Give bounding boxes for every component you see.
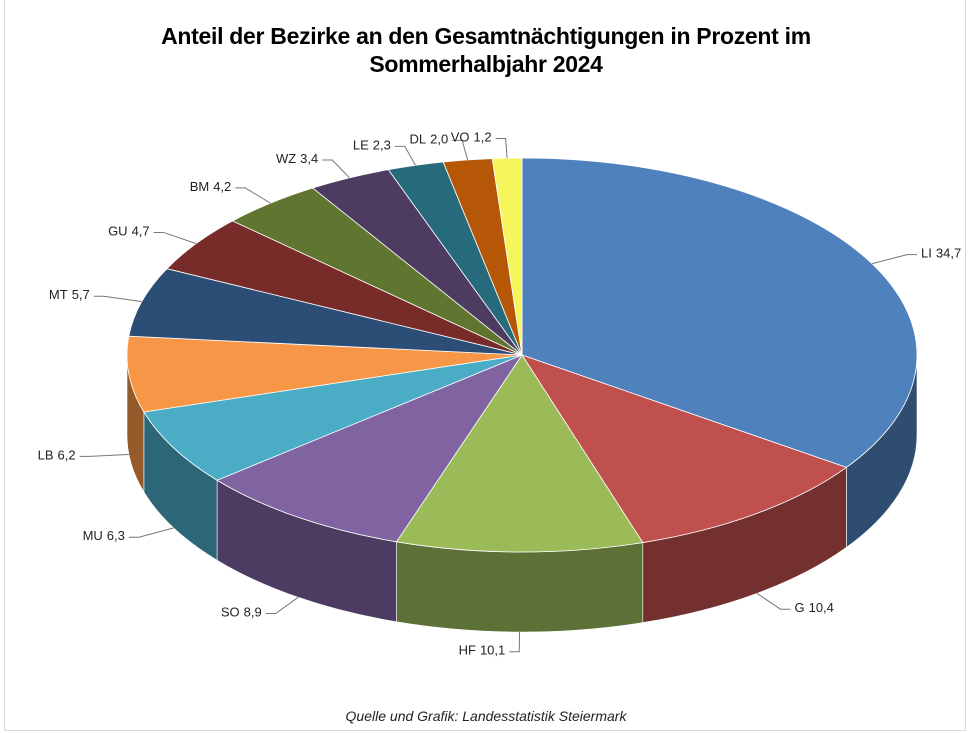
slice bbox=[128, 268, 523, 356]
category-label: MU bbox=[83, 529, 103, 544]
leader-line bbox=[495, 137, 508, 159]
category-label: HF bbox=[459, 643, 476, 658]
leader-line bbox=[394, 145, 416, 166]
slice bbox=[126, 335, 523, 413]
value-label: 8,9 bbox=[244, 605, 262, 620]
source-note: Quelle und Grafik: Landesstatistik Steie… bbox=[345, 708, 627, 724]
value-label: 4,2 bbox=[213, 179, 231, 194]
value-label: 1,2 bbox=[474, 130, 492, 145]
data-label: GU 4,7 bbox=[108, 224, 150, 239]
slice bbox=[216, 354, 524, 543]
value-label: 34,7 bbox=[936, 246, 961, 261]
category-label: DL bbox=[409, 132, 426, 147]
category-label: SO bbox=[221, 605, 240, 620]
slice-side bbox=[396, 541, 644, 633]
slice bbox=[491, 157, 523, 356]
chart-title: Anteil der Bezirke an den Gesamtnächtigu… bbox=[161, 23, 811, 77]
data-label: MT 5,7 bbox=[49, 288, 90, 303]
leader-line bbox=[871, 254, 918, 265]
value-label: 4,7 bbox=[132, 224, 150, 239]
category-label: LB bbox=[38, 448, 54, 463]
value-label: 2,0 bbox=[430, 132, 448, 147]
value-label: 5,7 bbox=[72, 288, 90, 303]
frame bbox=[4, 0, 966, 731]
value-label: 2,3 bbox=[373, 138, 391, 153]
data-label: WZ 3,4 bbox=[276, 151, 318, 166]
leader-line bbox=[93, 295, 142, 303]
category-label: VO bbox=[451, 130, 470, 145]
value-label: 3,4 bbox=[300, 151, 318, 166]
leader-line bbox=[756, 592, 791, 610]
slice bbox=[143, 354, 523, 481]
data-label: LE 2,3 bbox=[353, 138, 391, 153]
value-label: 10,1 bbox=[480, 643, 505, 658]
leader-line bbox=[509, 631, 521, 653]
value-label: 6,3 bbox=[107, 529, 125, 544]
data-label: DL 2,0 bbox=[409, 132, 448, 147]
leader-line bbox=[265, 596, 299, 615]
leader-line bbox=[235, 187, 271, 204]
leader-line bbox=[128, 527, 174, 538]
category-label: G bbox=[794, 601, 804, 616]
data-label: BM 4,2 bbox=[190, 179, 232, 194]
data-label: G 10,4 bbox=[794, 601, 833, 616]
category-label: GU bbox=[108, 224, 128, 239]
category-label: WZ bbox=[276, 151, 296, 166]
value-label: 10,4 bbox=[809, 601, 834, 616]
category-label: BM bbox=[190, 179, 210, 194]
data-label: HF 10,1 bbox=[459, 643, 506, 658]
leader-line bbox=[153, 231, 197, 245]
leader-line bbox=[322, 159, 350, 179]
leader-line bbox=[79, 453, 129, 457]
data-label: LI 34,7 bbox=[921, 246, 961, 261]
category-label: LE bbox=[353, 138, 369, 153]
slice bbox=[395, 354, 644, 553]
data-label: SO 8,9 bbox=[221, 605, 262, 620]
category-label: MT bbox=[49, 288, 68, 303]
data-label: LB 6,2 bbox=[38, 448, 76, 463]
data-label: VO 1,2 bbox=[451, 130, 492, 145]
leader-line bbox=[452, 139, 469, 161]
data-label: MU 6,3 bbox=[83, 529, 125, 544]
value-label: 6,2 bbox=[58, 448, 76, 463]
category-label: LI bbox=[921, 246, 932, 261]
slice bbox=[521, 354, 848, 544]
